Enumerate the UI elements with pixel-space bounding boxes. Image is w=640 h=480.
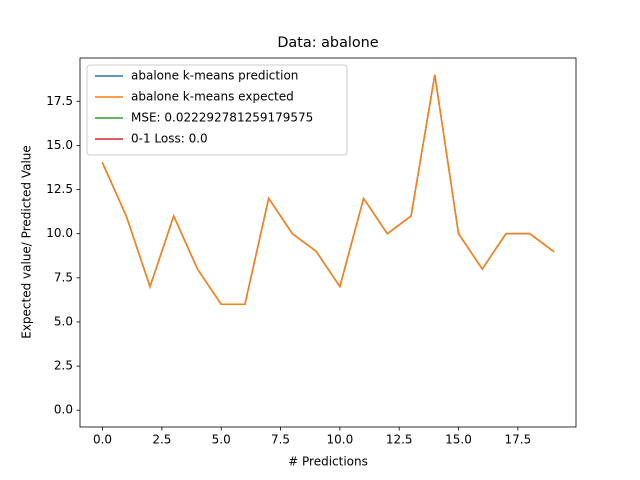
legend-label: MSE: 0.022292781259179575 [131,111,313,125]
y-tick-label: 7.5 [54,270,73,284]
y-tick-label: 15.0 [46,138,73,152]
x-tick-label: 0.0 [93,433,112,447]
x-axis-label: # Predictions [288,455,368,469]
x-tick-label: 10.0 [327,433,354,447]
y-tick-label: 5.0 [54,314,73,328]
plot-frame [79,57,577,428]
x-tick-label: 5.0 [212,433,231,447]
legend-label: abalone k-means prediction [131,69,298,83]
x-tick-label: 2.5 [152,433,171,447]
x-tick-label: 15.0 [445,433,472,447]
y-tick-label: 10.0 [46,226,73,240]
y-tick-label: 0.0 [54,403,73,417]
legend-label: abalone k-means expected [131,90,294,104]
y-tick-label: 12.5 [46,182,73,196]
legend-label: 0-1 Loss: 0.0 [131,132,208,146]
y-axis-label: Expected value/ Predicted Value [20,145,34,339]
x-tick-label: 12.5 [386,433,413,447]
legend-box [86,64,348,156]
chart-title: Data: abalone [277,35,378,51]
y-tick-label: 2.5 [54,359,73,373]
x-tick-label: 17.5 [504,433,531,447]
x-tick-label: 7.5 [271,433,290,447]
line [101,74,555,306]
y-tick-label: 17.5 [46,94,73,108]
